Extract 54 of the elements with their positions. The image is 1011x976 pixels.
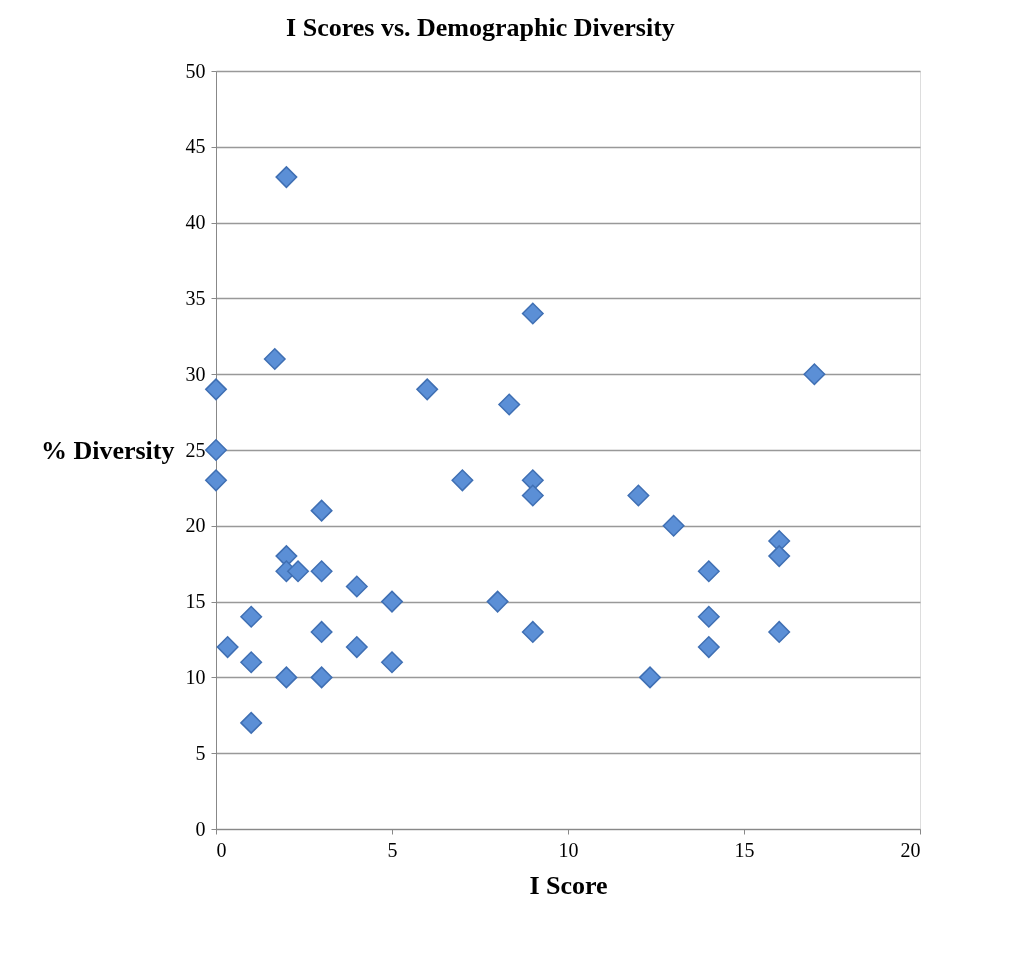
x-tick-label: 10 (558, 838, 579, 861)
x-tick-label: 15 (734, 838, 755, 861)
y-tick-label: 25 (185, 438, 206, 461)
y-tick-label: 50 (185, 59, 206, 82)
point (345, 575, 368, 598)
point (521, 620, 544, 643)
point (381, 590, 403, 613)
x-tick-label: 20 (900, 838, 921, 861)
point (697, 560, 720, 583)
y-tick-label: 35 (185, 286, 206, 309)
x-axis-title: I Score (529, 870, 608, 900)
point (216, 636, 239, 659)
point (416, 378, 439, 401)
y-tick-label: 5 (195, 741, 206, 764)
point (205, 469, 227, 492)
y-tick-label: 45 (185, 135, 206, 158)
point (310, 620, 333, 643)
y-tick-label: 40 (185, 211, 206, 234)
point (287, 560, 310, 583)
y-tick-label: 15 (185, 590, 206, 613)
point (310, 499, 333, 522)
point (240, 605, 263, 628)
point (240, 651, 263, 674)
point (768, 545, 791, 568)
y-axis-title: % Diversity (40, 435, 175, 465)
point (345, 636, 368, 659)
point (451, 469, 474, 492)
y-tick-label: 30 (185, 362, 206, 385)
point (803, 363, 826, 386)
point (205, 439, 227, 461)
point (205, 378, 227, 401)
point (697, 605, 720, 628)
point (662, 514, 685, 537)
point (263, 348, 286, 371)
point (381, 651, 403, 674)
y-tick-label: 20 (185, 514, 206, 537)
point (275, 666, 298, 689)
point (639, 666, 662, 689)
point (768, 620, 791, 643)
point (521, 484, 544, 507)
point (240, 711, 263, 734)
y-tick-label: 10 (185, 665, 206, 688)
point (498, 393, 521, 416)
point (486, 590, 509, 613)
point (310, 560, 333, 583)
point (275, 166, 298, 189)
x-tick-label: 5 (387, 838, 398, 861)
point (310, 666, 333, 689)
y-tick-label: 0 (195, 817, 206, 840)
chart-title: I Scores vs. Demographic Diversity (286, 13, 675, 42)
point (521, 302, 544, 325)
point (627, 484, 650, 507)
point (697, 636, 720, 659)
x-tick-label: 0 (216, 838, 227, 861)
